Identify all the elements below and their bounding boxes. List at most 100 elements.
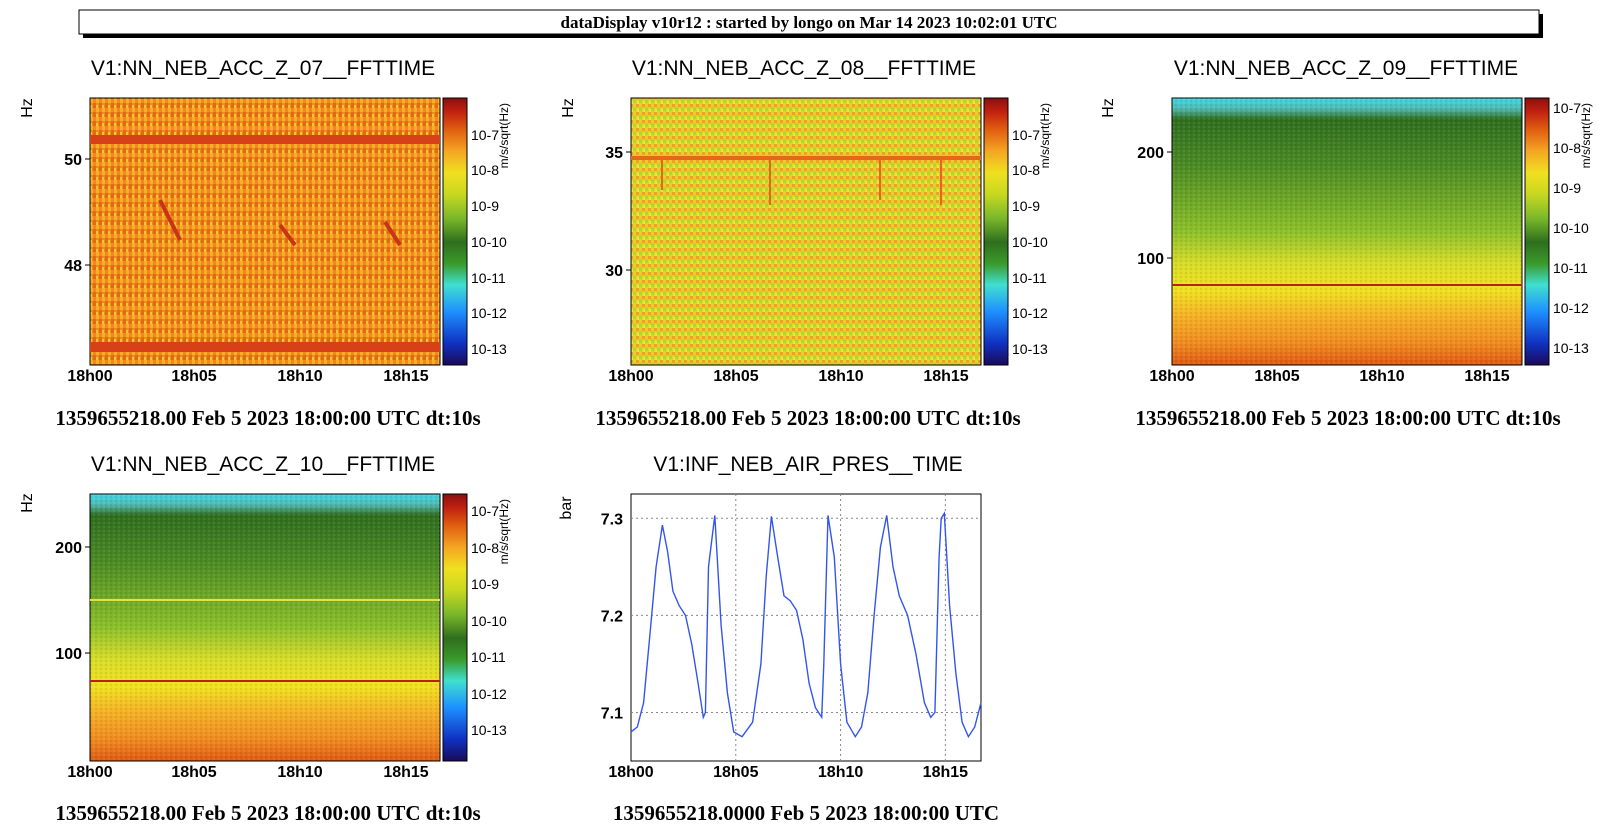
spectral-feature (661, 160, 942, 205)
grid (631, 494, 981, 761)
panel-footer: 1359655218.00 Feb 5 2023 18:00:00 UTC dt… (595, 406, 1020, 430)
colorbar-label: 10-11 (1012, 270, 1047, 286)
colorbar-label: 10-7 (471, 503, 499, 519)
y-unit-label: bar (558, 496, 575, 520)
colorbar-unit: m/s/sqrt(Hz) (497, 499, 511, 564)
y-tick-label: 30 (605, 263, 623, 280)
colorbar-label: 10-13 (471, 341, 507, 357)
y-tick-label: 100 (55, 646, 82, 663)
y-tick-label: 100 (1137, 251, 1164, 268)
panel-title: V1:NN_NEB_ACC_Z_10__FFTTIME (91, 453, 435, 476)
x-tick-label: 18h05 (1254, 368, 1299, 385)
colorbar-label: 10-7 (471, 127, 499, 143)
x-tick-label: 18h15 (383, 368, 428, 385)
colorbar-label: 10-8 (1553, 140, 1581, 156)
colorbar-label: 10-10 (1012, 234, 1048, 250)
colorbar-label: 10-13 (471, 722, 507, 738)
header-box: dataDisplay v10r12 : started by longo on… (78, 9, 1543, 38)
colorbar-label: 10-13 (1012, 341, 1048, 357)
colorbar-label: 10-12 (471, 305, 507, 321)
panel-footer: 1359655218.00 Feb 5 2023 18:00:00 UTC dt… (55, 406, 480, 430)
x-tick-label: 18h10 (818, 764, 863, 781)
x-tick-label: 18h10 (818, 368, 863, 385)
colorbar-label: 10-10 (471, 613, 507, 629)
y-tick-label: 7.2 (601, 608, 623, 625)
y-tick-label: 200 (1137, 145, 1164, 162)
x-tick-label: 18h15 (923, 764, 968, 781)
colorbar-label: 10-9 (471, 198, 499, 214)
panel-footer: 1359655218.00 Feb 5 2023 18:00:00 UTC dt… (1135, 406, 1560, 430)
panel-title: V1:NN_NEB_ACC_Z_07__FFTTIME (91, 57, 435, 80)
y-tick-label: 200 (55, 540, 82, 557)
colorbar (442, 493, 468, 762)
colorbar (442, 97, 468, 366)
colorbar-unit: m/s/sqrt(Hz) (1038, 103, 1052, 168)
y-tick-label: 48 (64, 258, 82, 275)
x-tick-label: 18h05 (713, 764, 758, 781)
y-tick-label: 50 (64, 152, 82, 169)
colorbar-unit: m/s/sqrt(Hz) (497, 103, 511, 168)
colorbar-label: 10-9 (1012, 198, 1040, 214)
panel-acc-z-09: V1:NN_NEB_ACC_Z_09__FFTTIME Hz 100 200 1… (1100, 57, 1593, 430)
panel-footer: 1359655218.0000 Feb 5 2023 18:00:00 UTC (613, 801, 999, 825)
spectral-line (631, 156, 981, 160)
y-unit-label: Hz (19, 98, 36, 118)
colorbar-label: 10-11 (471, 649, 506, 665)
y-unit-label: Hz (1100, 98, 1117, 118)
x-tick-label: 18h10 (277, 368, 322, 385)
x-tick-label: 18h15 (923, 368, 968, 385)
panel-title: V1:NN_NEB_ACC_Z_08__FFTTIME (632, 57, 976, 80)
panel-title: V1:NN_NEB_ACC_Z_09__FFTTIME (1174, 57, 1518, 80)
colorbar-label: 10-8 (471, 540, 499, 556)
colorbar-label: 10-7 (1553, 100, 1581, 116)
colorbar-unit: m/s/sqrt(Hz) (1579, 103, 1593, 168)
plot-frame (630, 493, 982, 762)
colorbar (983, 97, 1009, 366)
colorbar-label: 10-12 (1553, 300, 1589, 316)
spectral-feature (158, 199, 402, 247)
x-tick-label: 18h10 (1359, 368, 1404, 385)
x-tick-label: 18h05 (171, 764, 216, 781)
colorbar-label: 10-9 (1553, 180, 1581, 196)
colorbar-label: 10-10 (471, 234, 507, 250)
y-tick-label: 7.1 (601, 705, 623, 722)
colorbar-label: 10-13 (1553, 340, 1589, 356)
y-tick-label: 35 (605, 145, 623, 162)
y-unit-label: Hz (560, 98, 577, 118)
series-line (630, 511, 982, 739)
colorbar-label: 10-7 (1012, 127, 1040, 143)
y-unit-label: Hz (19, 493, 36, 513)
x-tick-label: 18h00 (1149, 368, 1194, 385)
y-tick-label: 7.3 (601, 511, 623, 528)
spectral-line (90, 342, 440, 352)
header-title: dataDisplay v10r12 : started by longo on… (561, 13, 1058, 32)
panel-acc-z-08: V1:NN_NEB_ACC_Z_08__FFTTIME Hz 30 35 18h… (560, 57, 1052, 430)
axis-ticks: 18h00 18h05 18h10 18h15 7.1 7.2 7.3 (601, 511, 968, 781)
x-tick-label: 18h00 (67, 368, 112, 385)
x-tick-label: 18h15 (383, 764, 428, 781)
colorbar-label: 10-9 (471, 576, 499, 592)
colorbar-label: 10-11 (1553, 260, 1588, 276)
colorbar (1524, 97, 1550, 366)
panel-acc-z-10: V1:NN_NEB_ACC_Z_10__FFTTIME Hz 100 200 1… (19, 453, 511, 825)
panel-air-pres: V1:INF_NEB_AIR_PRES__TIME bar 18h00 18h05… (558, 453, 999, 825)
x-tick-label: 18h05 (171, 368, 216, 385)
colorbar-label: 10-8 (1012, 162, 1040, 178)
spectrogram-area (630, 97, 982, 366)
panel-footer: 1359655218.00 Feb 5 2023 18:00:00 UTC dt… (55, 801, 480, 825)
x-tick-label: 18h10 (277, 764, 322, 781)
x-tick-label: 18h00 (608, 368, 653, 385)
x-tick-label: 18h15 (1464, 368, 1509, 385)
spectral-line (90, 135, 440, 144)
colorbar-label: 10-8 (471, 162, 499, 178)
colorbar-label: 10-12 (471, 686, 507, 702)
colorbar-label: 10-12 (1012, 305, 1048, 321)
x-tick-label: 18h05 (713, 368, 758, 385)
colorbar-label: 10-10 (1553, 220, 1589, 236)
panel-title: V1:INF_NEB_AIR_PRES__TIME (653, 453, 962, 476)
x-tick-label: 18h00 (67, 764, 112, 781)
x-tick-label: 18h00 (608, 764, 653, 781)
panel-acc-z-07: V1:NN_NEB_ACC_Z_07__FFTTIME Hz 48 50 18h… (19, 57, 511, 430)
colorbar-label: 10-11 (471, 270, 506, 286)
